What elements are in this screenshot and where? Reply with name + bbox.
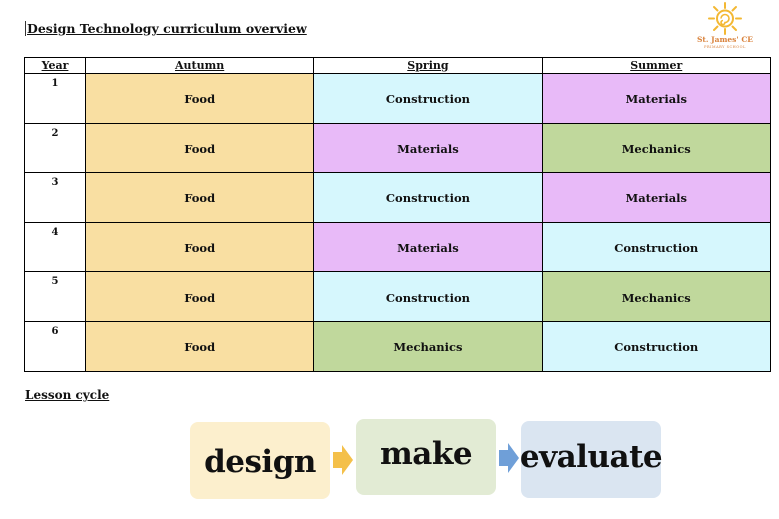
year-cell: 2 (24, 122, 86, 174)
table-header-row: Year Autumn Spring Summer (24, 57, 771, 74)
table-row: 3 Food Construction Materials (24, 172, 771, 223)
evaluate-stage-label: evaluate (519, 438, 663, 475)
arrow-right-icon (499, 443, 519, 473)
table-row: 6 Food Mechanics Construction (24, 320, 771, 372)
autumn-topic-cell: Food (84, 172, 315, 223)
table-row: 1 Food Construction Materials (24, 73, 771, 124)
spring-topic-cell: Materials (313, 122, 543, 174)
table-row: 4 Food Materials Construction (24, 221, 771, 273)
year-cell: 4 (24, 221, 86, 273)
year-cell: 1 (24, 73, 86, 124)
header-autumn: Autumn (84, 57, 315, 74)
header-spring: Spring (313, 57, 543, 74)
autumn-topic-cell: Food (84, 122, 315, 174)
school-logo: St. James' CE PRIMARY SCHOOL (694, 2, 756, 52)
page-title: Design Technology curriculum overview (25, 21, 307, 36)
school-name: St. James' CE (696, 35, 754, 44)
evaluate-stage: evaluate (519, 421, 663, 498)
summer-topic-cell: Materials (541, 172, 771, 223)
lesson-cycle-title: Lesson cycle (25, 388, 110, 402)
make-stage: make (356, 419, 496, 495)
summer-topic-cell: Construction (541, 320, 771, 372)
sun-logo-icon (708, 2, 742, 35)
table-row: 2 Food Materials Mechanics (24, 122, 771, 174)
table-row: 5 Food Construction Mechanics (24, 271, 771, 322)
autumn-topic-cell: Food (84, 221, 315, 273)
spring-topic-cell: Construction (313, 271, 543, 322)
header-year: Year (24, 57, 86, 74)
summer-topic-cell: Mechanics (541, 271, 771, 322)
header-summer: Summer (541, 57, 771, 74)
year-cell: 6 (24, 320, 86, 372)
autumn-topic-cell: Food (84, 73, 315, 124)
summer-topic-cell: Mechanics (541, 122, 771, 174)
make-stage-label: make (379, 436, 473, 472)
summer-topic-cell: Construction (541, 221, 771, 273)
year-cell: 3 (24, 172, 86, 223)
spring-topic-cell: Mechanics (313, 320, 543, 372)
year-cell: 5 (24, 271, 86, 322)
summer-topic-cell: Materials (541, 73, 771, 124)
spring-topic-cell: Construction (313, 172, 543, 223)
autumn-topic-cell: Food (84, 320, 315, 372)
autumn-topic-cell: Food (84, 271, 315, 322)
school-subtitle: PRIMARY SCHOOL (704, 45, 746, 49)
design-stage-label: design (204, 443, 316, 480)
spring-topic-cell: Materials (313, 221, 543, 273)
spring-topic-cell: Construction (313, 73, 543, 124)
design-stage: design (190, 422, 330, 499)
curriculum-table: Year Autumn Spring Summer 1 Food Constru… (24, 57, 771, 372)
arrow-right-icon (333, 445, 353, 475)
